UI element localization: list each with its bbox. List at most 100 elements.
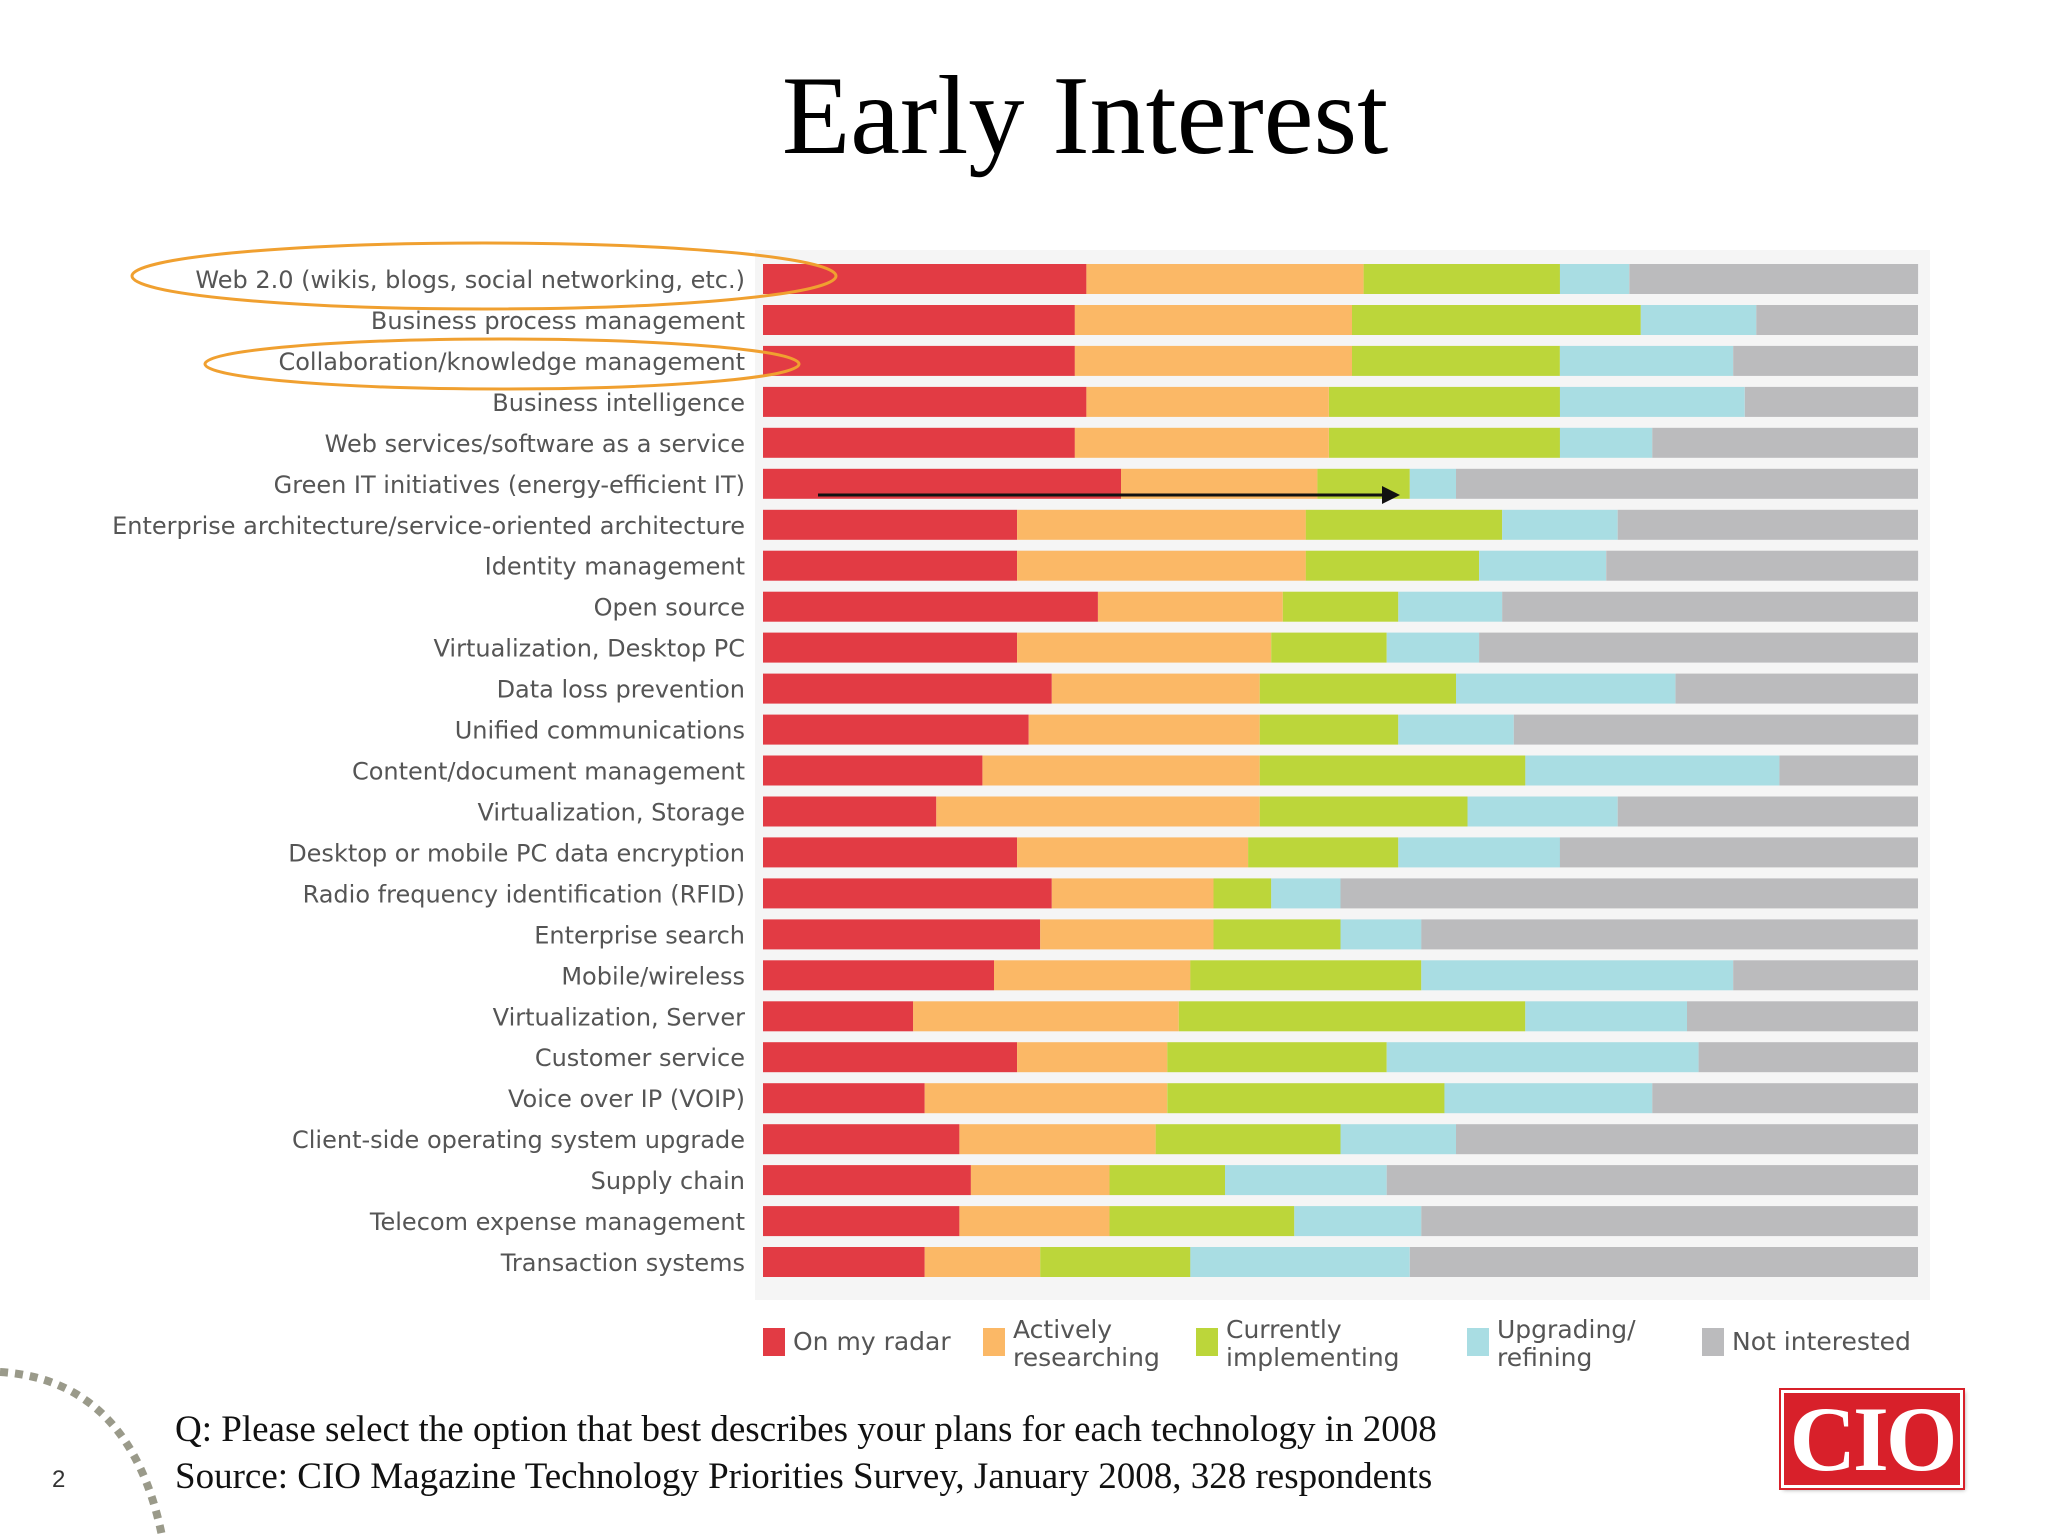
bar-segment-not-interested: [1733, 346, 1918, 376]
category-label: Desktop or mobile PC data encryption: [288, 839, 745, 867]
legend-item-actively-researching: Actively researching: [983, 1316, 1160, 1372]
bar-segment-actively-researching: [959, 1124, 1155, 1154]
bar-segment-actively-researching: [1052, 878, 1214, 908]
bar-segment-currently-implementing: [1329, 428, 1560, 458]
bar-segment-not-interested: [1502, 592, 1918, 622]
legend-label: Currently implementing: [1226, 1316, 1400, 1372]
bar-segment-on-my-radar: [763, 797, 936, 827]
bar-segment-not-interested: [1341, 878, 1919, 908]
bar-segment-on-my-radar: [763, 551, 1017, 581]
bar-segment-actively-researching: [925, 1083, 1167, 1113]
category-label: Business process management: [371, 307, 745, 335]
bar-segment-upgrading-refining: [1398, 837, 1560, 867]
bar-segment-actively-researching: [936, 797, 1259, 827]
bar-segment-on-my-radar: [763, 878, 1052, 908]
bar-segment-actively-researching: [959, 1206, 1109, 1236]
category-label: Virtualization, Server: [493, 1003, 745, 1031]
bar-segment-currently-implementing: [1260, 674, 1456, 704]
bar-segment-not-interested: [1387, 1165, 1918, 1195]
bar-segment-not-interested: [1456, 469, 1918, 499]
category-label: Collaboration/knowledge management: [278, 348, 745, 376]
bar-segment-not-interested: [1652, 428, 1918, 458]
bar-segment-actively-researching: [1029, 715, 1260, 745]
bar-segment-upgrading-refining: [1387, 1042, 1699, 1072]
bar-segment-actively-researching: [913, 1001, 1179, 1031]
page-number: 2: [52, 1466, 65, 1494]
bar-segment-on-my-radar: [763, 305, 1075, 335]
bar-segment-not-interested: [1652, 1083, 1918, 1113]
category-label: Customer service: [535, 1044, 745, 1072]
bar-segment-upgrading-refining: [1398, 715, 1514, 745]
bar-segment-on-my-radar: [763, 1165, 971, 1195]
bar-segment-on-my-radar: [763, 428, 1075, 458]
bar-segment-upgrading-refining: [1525, 756, 1779, 786]
bar-segment-currently-implementing: [1248, 837, 1398, 867]
bar-segment-not-interested: [1421, 919, 1918, 949]
bar-segment-on-my-radar: [763, 387, 1086, 417]
bar-segment-currently-implementing: [1306, 510, 1502, 540]
legend-swatch: [1702, 1328, 1724, 1356]
category-label: Enterprise search: [534, 921, 745, 949]
bar-segment-upgrading-refining: [1468, 797, 1618, 827]
bar-segment-actively-researching: [1017, 551, 1306, 581]
bar-segment-on-my-radar: [763, 1042, 1017, 1072]
bar-segment-not-interested: [1560, 837, 1918, 867]
bar-segment-currently-implementing: [1167, 1083, 1444, 1113]
bar-segment-currently-implementing: [1352, 305, 1641, 335]
bar-segment-currently-implementing: [1260, 797, 1468, 827]
bar-segment-upgrading-refining: [1271, 878, 1340, 908]
legend-label: On my radar: [793, 1328, 951, 1356]
bars: [763, 264, 1918, 1277]
category-label: Supply chain: [591, 1167, 745, 1195]
bar-segment-upgrading-refining: [1190, 1247, 1409, 1277]
category-label: Virtualization, Desktop PC: [434, 635, 745, 663]
bar-segment-upgrading-refining: [1341, 919, 1422, 949]
bar-segment-currently-implementing: [1364, 264, 1560, 294]
category-label: Web services/software as a service: [325, 430, 745, 458]
bar-segment-actively-researching: [1075, 428, 1329, 458]
category-label: Open source: [594, 594, 745, 622]
bar-segment-actively-researching: [1017, 1042, 1167, 1072]
legend-label: Upgrading/ refining: [1497, 1316, 1636, 1372]
bar-segment-on-my-radar: [763, 756, 982, 786]
bar-segment-upgrading-refining: [1502, 510, 1618, 540]
category-label: Radio frequency identification (RFID): [303, 880, 745, 908]
bar-segment-not-interested: [1779, 756, 1918, 786]
category-label: Business intelligence: [492, 389, 745, 417]
bar-segment-currently-implementing: [1110, 1206, 1295, 1236]
bar-segment-upgrading-refining: [1560, 264, 1629, 294]
bar-segment-on-my-radar: [763, 715, 1029, 745]
bar-segment-upgrading-refining: [1225, 1165, 1387, 1195]
bar-segment-on-my-radar: [763, 674, 1052, 704]
legend-label: Actively researching: [1013, 1316, 1160, 1372]
bar-segment-on-my-radar: [763, 592, 1098, 622]
category-label: Virtualization, Storage: [477, 798, 745, 826]
legend-swatch: [983, 1328, 1005, 1356]
bar-segment-upgrading-refining: [1341, 1124, 1457, 1154]
bar-segment-actively-researching: [1086, 387, 1329, 417]
bar-segment-on-my-radar: [763, 837, 1017, 867]
bar-segment-upgrading-refining: [1294, 1206, 1421, 1236]
legend-item-not-interested: Not interested: [1702, 1316, 1911, 1356]
bar-segment-currently-implementing: [1306, 551, 1479, 581]
bar-segment-actively-researching: [925, 1247, 1040, 1277]
category-label: Voice over IP (VOIP): [508, 1085, 745, 1113]
category-label: Telecom expense management: [369, 1208, 745, 1236]
bar-segment-upgrading-refining: [1560, 428, 1652, 458]
source-citation: Source: CIO Magazine Technology Prioriti…: [175, 1455, 1432, 1498]
bar-segment-actively-researching: [1017, 837, 1248, 867]
bar-segment-actively-researching: [994, 960, 1190, 990]
category-label: Mobile/wireless: [561, 962, 745, 990]
decorative-dotted-arc: [0, 1360, 180, 1536]
category-label: Green IT initiatives (energy-efficient I…: [274, 471, 745, 499]
bar-segment-currently-implementing: [1260, 715, 1399, 745]
category-labels: Web 2.0 (wikis, blogs, social networking…: [112, 266, 745, 1277]
bar-segment-upgrading-refining: [1560, 387, 1745, 417]
category-label: Client-side operating system upgrade: [292, 1126, 745, 1154]
survey-question: Q: Please select the option that best de…: [175, 1408, 1437, 1451]
bar-segment-actively-researching: [1017, 510, 1306, 540]
bar-segment-not-interested: [1629, 264, 1918, 294]
bar-segment-currently-implementing: [1190, 960, 1421, 990]
bar-segment-upgrading-refining: [1641, 305, 1757, 335]
bar-segment-upgrading-refining: [1444, 1083, 1652, 1113]
